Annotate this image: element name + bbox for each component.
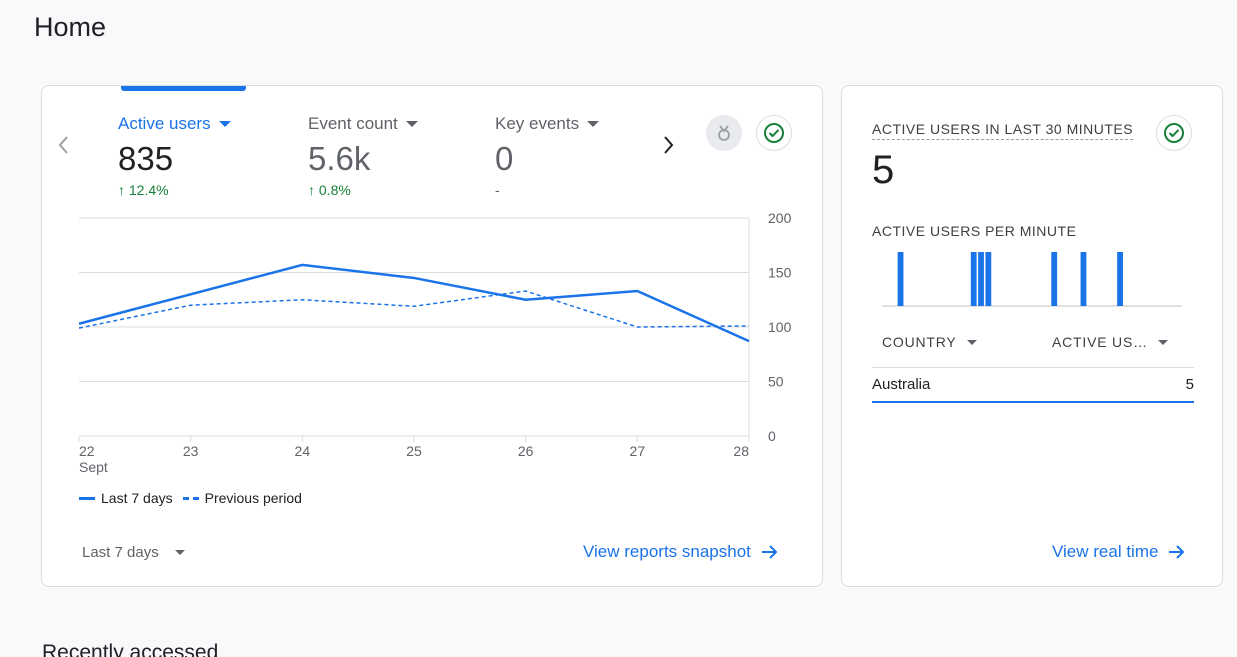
minute-bar[interactable] [897,252,904,306]
y-tick-label: 200 [768,210,792,226]
check-circle-icon [1164,123,1184,143]
column-header-country[interactable]: COUNTRY [882,334,977,350]
chevron-left-icon [58,136,68,154]
metric-label: Key events [495,114,580,133]
date-range-selector[interactable]: Last 7 days [82,544,185,561]
per-minute-bar-chart [882,252,1182,307]
x-tick-label: 27 [630,443,646,459]
metric-label: Event count [308,114,398,133]
metric-change: ↑ 0.8% [308,182,418,198]
insights-icon [718,125,730,141]
realtime-value: 5 [872,148,895,192]
arrow-up-icon: ↑ [308,182,315,198]
page-title: Home [34,12,107,42]
x-tick-label: 25 [406,443,422,459]
metric-event-count[interactable]: Event count 5.6k ↑ 0.8% [308,114,418,198]
metric-selector-event-count[interactable]: Event count [308,114,418,134]
y-tick-label: 100 [768,319,792,335]
minute-bar[interactable] [1117,252,1123,306]
active-tab-indicator [121,86,246,91]
table-row[interactable]: Australia 5 [872,376,1194,393]
legend-solid-swatch [79,496,95,500]
link-label: View reports snapshot [583,542,751,561]
view-real-time-link[interactable]: View real time [1052,542,1186,562]
metric-value: 0 [495,140,514,177]
link-label: View real time [1052,542,1159,561]
check-circle-icon [764,123,784,143]
realtime-card: ACTIVE USERS IN LAST 30 MINUTES 5 ACTIVE… [841,85,1223,587]
row-bar [872,401,1194,403]
legend-item-previous: Previous period [182,490,302,506]
series-line-current [78,263,750,343]
column-label: ACTIVE US… [1052,334,1148,350]
arrow-up-icon: ↑ [118,182,125,198]
caret-down-icon [174,550,185,555]
caret-down-icon [1157,339,1168,345]
realtime-subtitle: ACTIVE USERS PER MINUTE [872,223,1077,239]
country-cell: Australia [872,376,931,393]
minute-bar[interactable] [970,252,977,306]
x-tick-label: 28 [733,443,749,459]
realtime-data-quality-button[interactable] [1156,115,1192,151]
previous-metrics-button[interactable] [56,134,70,162]
summary-card: Active users 835 ↑ 12.4% Event count 5.6… [41,85,823,587]
chevron-right-icon [664,136,674,154]
minute-bar[interactable] [985,252,992,306]
arrow-right-icon [1169,545,1185,559]
metric-value: 5.6k [308,140,371,177]
minute-bar[interactable] [1051,252,1058,306]
column-header-active-users[interactable]: ACTIVE US… [1052,334,1168,350]
line-chart: 200 150 100 50 0 22 23 24 25 26 27 28 Sept [78,210,792,475]
legend-item-current: Last 7 days [79,490,173,506]
chart-legend: Last 7 days Previous period [79,490,312,506]
metric-selector-active-users[interactable]: Active users [118,114,231,134]
arrow-right-icon [761,545,778,559]
metric-selector-key-events[interactable]: Key events [495,114,600,134]
x-tick-label: 26 [518,443,534,459]
realtime-title: ACTIVE USERS IN LAST 30 MINUTES [872,121,1134,140]
x-tick-label: 24 [295,443,311,459]
next-metrics-button[interactable] [662,134,676,162]
column-label: COUNTRY [882,334,957,350]
metric-change-value: 12.4% [128,182,169,198]
recently-accessed-heading: Recently accessed [42,641,219,657]
caret-down-icon [218,121,231,127]
metric-change: ↑ 12.4% [118,182,231,198]
metric-change-value: 0.8% [318,182,351,198]
x-tick-label: 22 [79,443,95,459]
metric-key-events[interactable]: Key events 0 - [495,114,600,198]
legend-dashed-swatch [182,496,199,500]
minute-bar[interactable] [1080,252,1087,306]
metric-active-users[interactable]: Active users 835 ↑ 12.4% [118,114,231,198]
metric-value: 835 [118,140,174,177]
legend-label: Previous period [204,490,302,506]
caret-down-icon [405,121,418,127]
x-month-label: Sept [79,459,108,475]
y-tick-label: 50 [768,374,784,390]
legend-label: Last 7 days [101,490,173,506]
view-reports-snapshot-link[interactable]: View reports snapshot [583,542,779,562]
caret-down-icon [587,121,600,127]
minute-bar[interactable] [978,252,984,306]
data-quality-button[interactable] [756,115,792,151]
metric-change: - [495,182,500,198]
metric-label: Active users [118,114,211,133]
x-tick-label: 23 [183,443,199,459]
date-range-label: Last 7 days [82,544,159,561]
y-tick-label: 0 [768,428,776,444]
caret-down-icon [966,339,977,345]
series-line-previous [78,290,750,329]
table-divider [872,367,1194,368]
insights-button[interactable] [706,115,742,151]
y-tick-label: 150 [768,265,792,281]
users-cell: 5 [1185,376,1194,393]
